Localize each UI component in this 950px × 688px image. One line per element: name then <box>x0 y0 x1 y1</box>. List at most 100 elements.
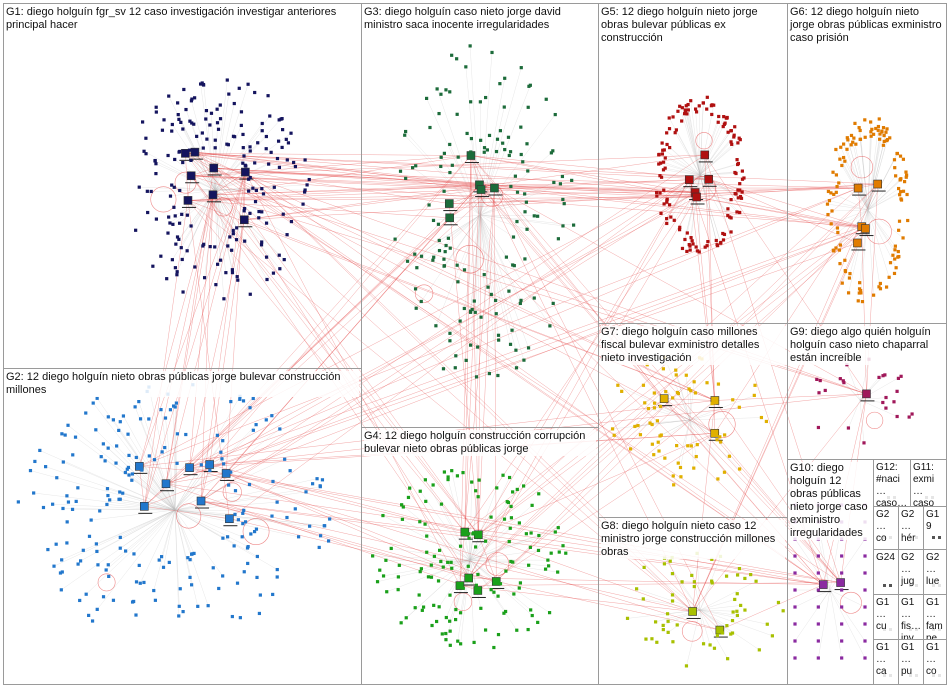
user-node[interactable] <box>464 358 468 362</box>
user-node[interactable] <box>32 491 36 495</box>
user-node[interactable] <box>689 389 693 393</box>
user-node[interactable] <box>448 331 452 335</box>
user-node[interactable] <box>159 254 163 258</box>
hub-node[interactable] <box>241 167 250 177</box>
user-node[interactable] <box>901 236 905 240</box>
user-node[interactable] <box>381 574 386 578</box>
user-node[interactable] <box>509 559 513 564</box>
user-node[interactable] <box>863 554 867 558</box>
user-node[interactable] <box>154 162 158 166</box>
user-node[interactable] <box>498 82 502 86</box>
user-node[interactable] <box>471 532 475 536</box>
user-node[interactable] <box>180 212 184 216</box>
user-node[interactable] <box>436 579 441 583</box>
user-node[interactable] <box>177 237 181 241</box>
user-node[interactable] <box>537 533 541 538</box>
user-node[interactable] <box>482 273 486 277</box>
user-node[interactable] <box>616 383 620 387</box>
user-node[interactable] <box>834 190 838 194</box>
user-node[interactable] <box>716 120 720 124</box>
user-node[interactable] <box>899 190 903 194</box>
user-node[interactable] <box>189 158 193 163</box>
user-node[interactable] <box>729 129 733 133</box>
user-node[interactable] <box>846 291 851 295</box>
user-node[interactable] <box>137 563 141 568</box>
user-node[interactable] <box>172 185 176 189</box>
user-node[interactable] <box>221 439 225 443</box>
user-node[interactable] <box>118 546 122 550</box>
user-node[interactable] <box>242 570 246 574</box>
user-node[interactable] <box>884 395 888 400</box>
user-node[interactable] <box>271 271 276 275</box>
user-node[interactable] <box>736 188 740 192</box>
user-node[interactable] <box>134 580 139 584</box>
user-node[interactable] <box>738 194 743 199</box>
user-node[interactable] <box>258 593 262 597</box>
user-node[interactable] <box>840 571 844 575</box>
user-node[interactable] <box>160 450 164 454</box>
group-panel-g21[interactable]: G2… co… 12… <box>873 506 899 550</box>
user-node[interactable] <box>154 110 158 114</box>
user-node[interactable] <box>400 503 404 507</box>
user-node[interactable] <box>278 427 282 431</box>
group-panel-g3[interactable]: G3: diego holguín caso nieto jorge david… <box>361 3 599 428</box>
user-node[interactable] <box>770 634 774 638</box>
user-node[interactable] <box>899 177 903 181</box>
user-node[interactable] <box>863 571 867 575</box>
user-node[interactable] <box>200 81 204 85</box>
user-node[interactable] <box>558 182 563 186</box>
user-node[interactable] <box>211 566 215 570</box>
user-node[interactable] <box>846 138 850 142</box>
user-node[interactable] <box>816 571 820 575</box>
user-node[interactable] <box>257 209 261 214</box>
group-panel-g15[interactable]: G1… fam pe… <box>923 594 947 640</box>
user-node[interactable] <box>725 115 729 120</box>
user-node[interactable] <box>885 127 889 131</box>
user-node[interactable] <box>94 542 98 546</box>
user-node[interactable] <box>439 559 443 564</box>
user-node[interactable] <box>179 120 183 125</box>
user-node[interactable] <box>454 607 458 612</box>
hub-node[interactable] <box>190 147 200 157</box>
hub-node[interactable] <box>853 183 863 193</box>
user-node[interactable] <box>863 135 867 139</box>
user-node[interactable] <box>462 268 467 272</box>
user-node[interactable] <box>399 621 403 625</box>
user-node[interactable] <box>268 114 272 118</box>
user-node[interactable] <box>461 471 465 475</box>
user-node[interactable] <box>292 160 296 165</box>
user-node[interactable] <box>248 406 252 410</box>
user-node[interactable] <box>655 640 659 644</box>
user-node[interactable] <box>384 558 388 562</box>
user-node[interactable] <box>793 588 797 592</box>
user-node[interactable] <box>474 583 478 587</box>
user-node[interactable] <box>106 493 110 498</box>
hub-node[interactable] <box>139 502 149 511</box>
user-node[interactable] <box>687 243 691 247</box>
user-node[interactable] <box>710 557 714 561</box>
group-panel-g19[interactable]: G19 <box>923 506 947 550</box>
user-node[interactable] <box>87 613 91 618</box>
user-node[interactable] <box>553 530 557 534</box>
user-node[interactable] <box>188 558 192 562</box>
user-node[interactable] <box>232 544 236 548</box>
user-node[interactable] <box>834 147 838 152</box>
user-node[interactable] <box>476 495 480 499</box>
user-node[interactable] <box>512 264 516 268</box>
user-node[interactable] <box>444 243 448 248</box>
user-node[interactable] <box>884 130 888 134</box>
user-node[interactable] <box>485 148 489 152</box>
user-node[interactable] <box>505 500 509 504</box>
user-node[interactable] <box>508 150 513 154</box>
user-node[interactable] <box>385 590 389 594</box>
user-node[interactable] <box>764 419 768 424</box>
user-node[interactable] <box>666 619 670 623</box>
user-node[interactable] <box>65 520 69 524</box>
user-node[interactable] <box>275 567 279 572</box>
user-node[interactable] <box>172 205 176 209</box>
user-node[interactable] <box>885 138 889 143</box>
hub-node[interactable] <box>186 171 196 181</box>
user-node[interactable] <box>496 333 501 337</box>
user-node[interactable] <box>482 146 487 150</box>
user-node[interactable] <box>95 607 99 611</box>
